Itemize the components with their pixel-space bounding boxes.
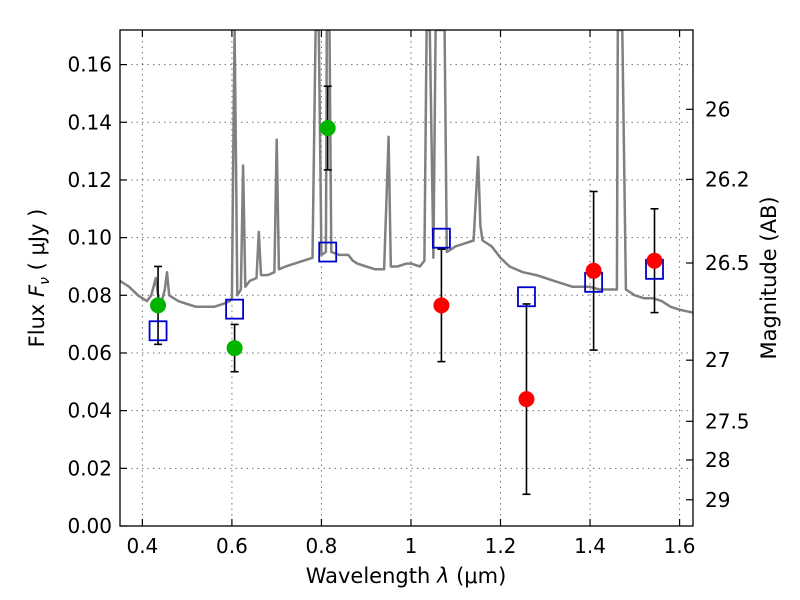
y2-tick-label: 26.5 <box>705 251 750 275</box>
plot-frame <box>119 29 694 527</box>
y-tick-label: 0.06 <box>67 341 112 365</box>
y2-axis-label: Magnitude (AB) <box>757 196 781 359</box>
error-bars <box>154 85 659 496</box>
green-data-point <box>150 297 167 314</box>
y-tick-label: 0.00 <box>67 514 112 538</box>
x-tick-label: 0.4 <box>126 534 158 558</box>
y2-tick-label: 28 <box>705 448 730 472</box>
y2-tick-label: 27 <box>705 348 730 372</box>
y-tick-label: 0.04 <box>67 399 112 423</box>
model-spectrum-line <box>120 30 693 314</box>
band-model-box <box>318 241 338 263</box>
band-model-box <box>517 286 536 308</box>
x-axis-label: Wavelength λ (μm) <box>306 564 507 588</box>
photometry-points <box>150 120 663 408</box>
y-tick-label: 0.08 <box>67 283 112 307</box>
y-axis-label: Flux Fν ( μJy ) <box>25 209 53 348</box>
band-model-box <box>225 298 245 320</box>
x-tick-label: 0.6 <box>216 534 248 558</box>
axis-ticks <box>120 30 693 527</box>
green-data-point <box>226 340 243 357</box>
grid-lines <box>120 30 693 527</box>
red-data-point <box>518 391 535 408</box>
model-spectrum-layer <box>120 30 693 314</box>
band-model-box <box>432 227 451 249</box>
y2-tick-label: 26 <box>705 97 730 121</box>
y2-tick-label: 27.5 <box>705 409 750 433</box>
red-data-point <box>585 262 602 279</box>
y2-tick-label: 26.2 <box>705 167 750 191</box>
red-data-point <box>433 297 450 314</box>
y-tick-label: 0.10 <box>67 226 112 250</box>
y-tick-label: 0.16 <box>67 53 112 77</box>
green-data-point <box>319 120 336 137</box>
x-tick-label: 1 <box>405 534 418 558</box>
band-model-boxes <box>148 227 664 342</box>
x-tick-label: 0.8 <box>306 534 338 558</box>
y-tick-label: 0.12 <box>67 168 112 192</box>
x-tick-label: 1.6 <box>664 534 696 558</box>
red-data-point <box>646 252 663 269</box>
y-tick-label: 0.02 <box>67 456 112 480</box>
x-tick-label: 1.2 <box>485 534 517 558</box>
x-tick-label: 1.4 <box>574 534 606 558</box>
y-tick-label: 0.14 <box>67 110 112 134</box>
band-model-box <box>148 320 168 342</box>
y2-tick-label: 29 <box>705 488 730 512</box>
tick-labels: 0.4 0.6 0.8 1 1.2 1.4 1.6 0.00 0.02 0.04 0.06 0.08 0… <box>67 53 749 558</box>
